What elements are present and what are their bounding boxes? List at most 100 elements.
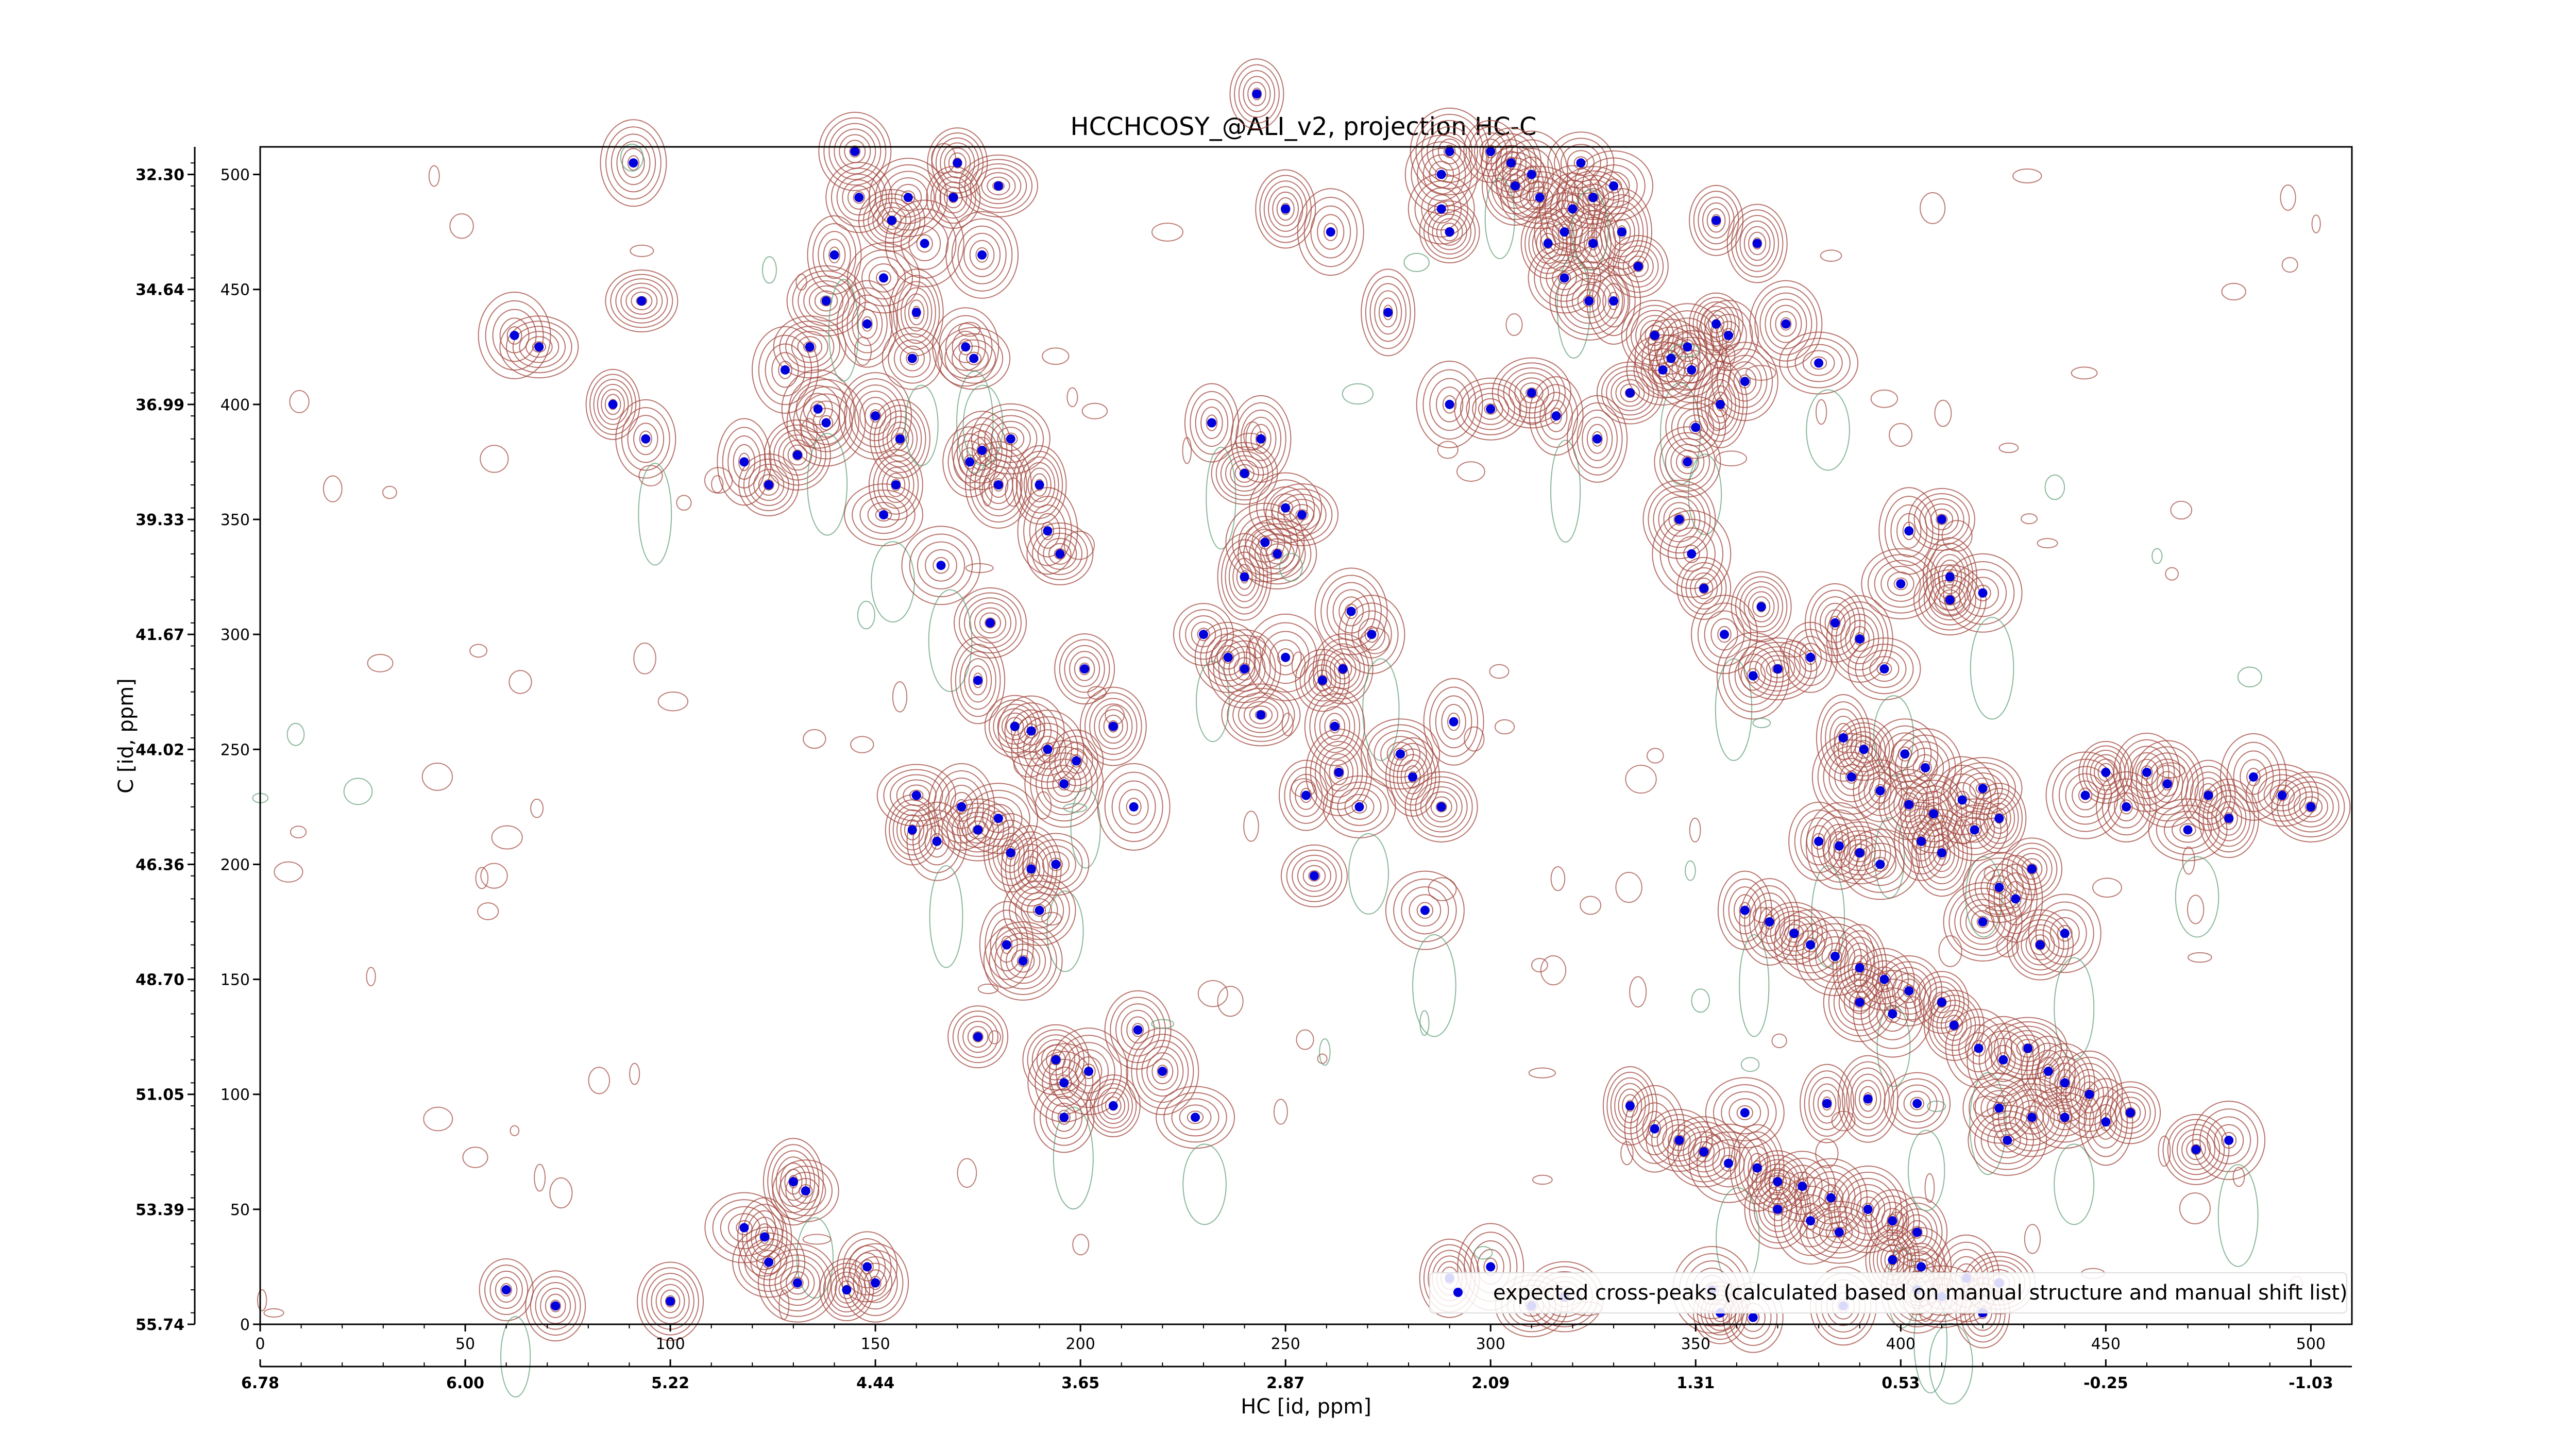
contour-ring [1001, 712, 1028, 740]
contour-ring [1802, 923, 1869, 990]
contour-ring [1320, 575, 1382, 648]
contour-ring [585, 368, 640, 440]
contour-ring [1848, 949, 1872, 987]
contour-ring [823, 239, 846, 272]
noise-contour [2151, 548, 2163, 564]
contour-ring [1735, 215, 1780, 272]
cross-peak-marker [1756, 602, 1766, 612]
contour-ring [819, 1258, 874, 1322]
cross-peak-marker [1281, 204, 1291, 214]
contour-ring [1516, 156, 1547, 193]
cross-peak-marker [854, 193, 864, 203]
contour-ring [2009, 889, 2022, 908]
noise-contour [286, 722, 305, 746]
contour-ring [842, 179, 876, 216]
contour-ring [1600, 200, 1644, 264]
contour-ring [1992, 881, 2006, 894]
noise-contour [2156, 762, 2185, 779]
cross-peak-marker [1072, 756, 1081, 766]
contour-ring [2215, 801, 2243, 836]
noise-contour [1550, 866, 1566, 891]
noise-contour [2071, 366, 2098, 380]
contour-ring [1681, 456, 1694, 468]
cross-peak-marker [1978, 588, 1988, 598]
legend-marker [1453, 1288, 1463, 1297]
contour-ring [1393, 748, 1433, 806]
contour-ring [1435, 695, 1472, 749]
contour-ring [1221, 539, 1268, 615]
x-ppm-tick-label: 2.09 [1471, 1374, 1510, 1392]
contour-ring [1999, 872, 2032, 925]
contour-ring [797, 336, 823, 358]
noise-contour [257, 1289, 267, 1311]
cross-peak-marker [862, 1262, 872, 1272]
contour-ring [1716, 321, 1741, 350]
cross-peak-marker [1543, 239, 1553, 248]
cross-peak-marker [1834, 1227, 1844, 1237]
contour-ring [1950, 762, 2016, 815]
contour-ring [1557, 272, 1571, 284]
contour-ring [2282, 781, 2340, 833]
contour-ring [2035, 901, 2094, 966]
contour-ring [1749, 1175, 1807, 1243]
contour-ring [1079, 686, 1147, 766]
contour-ring [957, 1016, 998, 1058]
contour-ring [982, 803, 1015, 833]
contour-ring [1706, 208, 1726, 233]
contour-ring [1225, 455, 1264, 492]
contour-ring [780, 1266, 815, 1301]
negative-contour-ring [1046, 890, 1084, 972]
contour-ring [1688, 1123, 1768, 1203]
cross-peak-marker [829, 250, 839, 260]
contour-ring [1035, 735, 1060, 763]
contour-ring [1848, 836, 1912, 893]
noise-contour [1752, 718, 1771, 728]
contour-ring [1834, 757, 1869, 796]
contour-ring [550, 1299, 561, 1312]
cross-peak-marker [1723, 330, 1733, 340]
contour-ring [2251, 769, 2313, 822]
noise-contour [2221, 282, 2246, 300]
contour-ring [1748, 591, 1775, 622]
contour-ring [1648, 303, 1727, 391]
contour-ring [2199, 1108, 2259, 1172]
contour-ring [1967, 823, 1982, 837]
contour-ring [958, 339, 973, 356]
contour-ring [1097, 763, 1171, 851]
contour-ring [2016, 919, 2064, 971]
contour-ring [2202, 784, 2255, 853]
noise-contour [2281, 257, 2298, 273]
contour-ring [1319, 706, 1350, 747]
noise-contour [1998, 443, 2019, 453]
noise-contour [1494, 719, 1515, 735]
cross-peak-marker [801, 1186, 810, 1196]
cross-peak-marker [1240, 664, 1249, 674]
noise-contour [676, 495, 692, 511]
contour-ring [1698, 1146, 1710, 1157]
contour-ring [1221, 683, 1301, 747]
contour-ring [912, 809, 961, 873]
contour-ring [1049, 1066, 1079, 1099]
contour-ring [1263, 180, 1308, 238]
contour-ring [1029, 729, 1066, 770]
contour-ring [717, 418, 772, 506]
contour-ring [1417, 147, 1466, 201]
cross-peak-marker [1367, 630, 1377, 639]
contour-ring [1101, 1092, 1126, 1120]
contour-ring [1329, 719, 1341, 734]
contour-ring [1947, 804, 2002, 855]
contour-ring [1042, 851, 1070, 878]
contour-ring [1243, 76, 1271, 112]
contour-ring [1665, 438, 1710, 486]
contour-ring [1552, 265, 1577, 291]
cross-peak-marker [948, 193, 958, 203]
cross-peak-marker [2023, 1043, 2033, 1053]
x-ppm-tick-label: 6.78 [241, 1374, 279, 1392]
contour-ring [853, 1256, 898, 1310]
contour-ring [1323, 223, 1338, 241]
cross-peak-marker [1683, 457, 1692, 467]
noise-contour [1217, 986, 1244, 1017]
contour-ring [878, 410, 922, 468]
noise-contour [711, 475, 724, 493]
contour-ring [975, 247, 989, 263]
